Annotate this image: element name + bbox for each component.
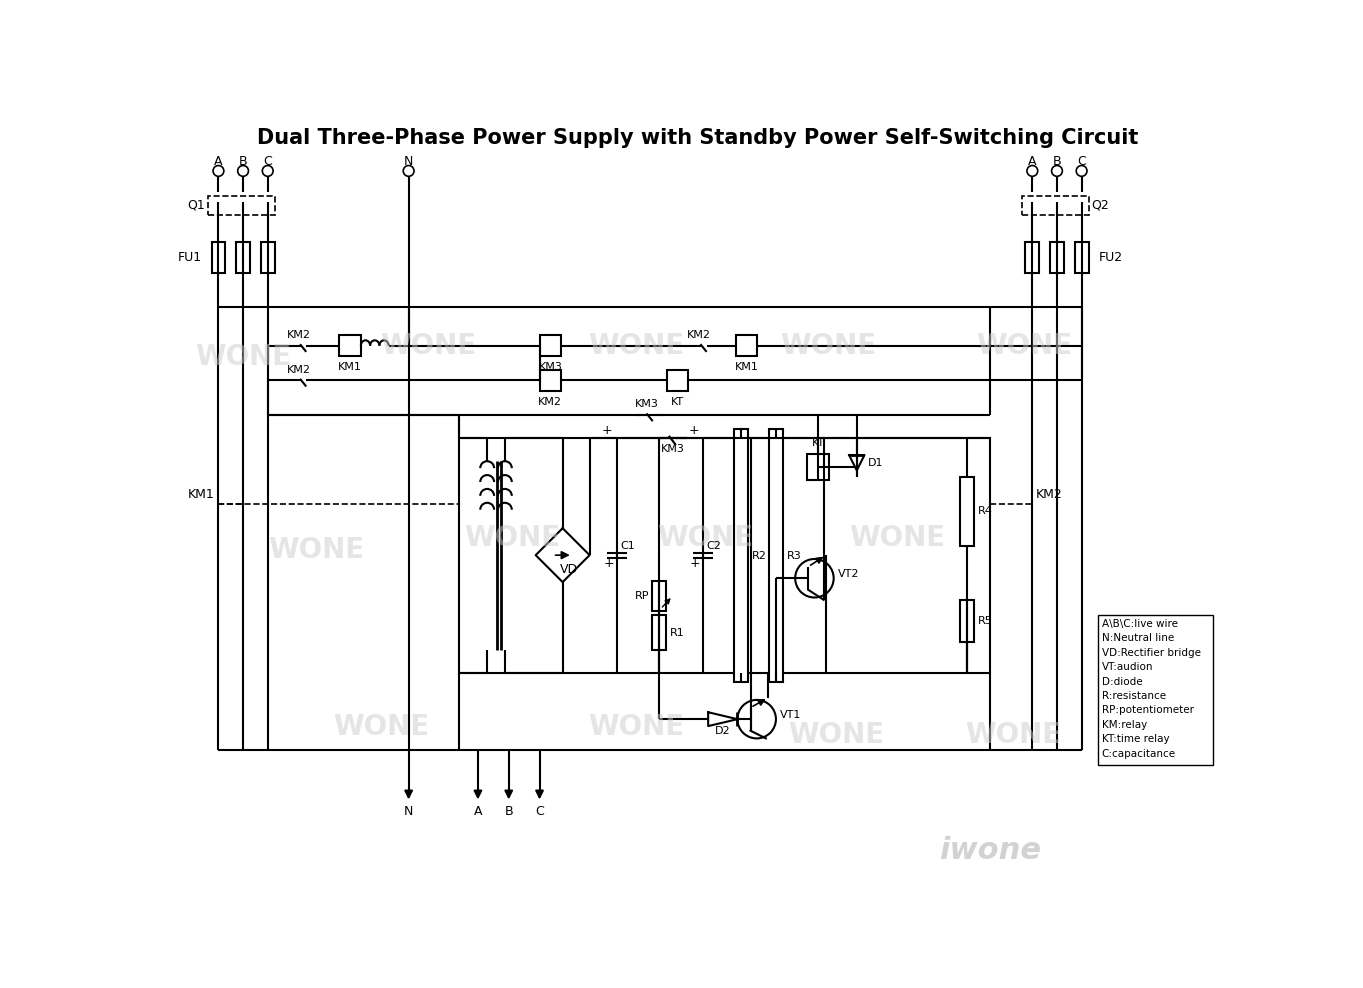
Bar bbox=[735, 429, 748, 682]
Text: D1: D1 bbox=[868, 457, 883, 467]
Circle shape bbox=[262, 166, 273, 176]
Text: B: B bbox=[504, 805, 512, 818]
Text: KM3: KM3 bbox=[538, 363, 563, 372]
Text: WONE: WONE bbox=[587, 332, 684, 360]
Bar bbox=[459, 438, 990, 673]
Text: KM1: KM1 bbox=[338, 363, 363, 372]
Text: WONE: WONE bbox=[334, 713, 429, 741]
Bar bbox=[1021, 196, 1089, 214]
Text: WONE: WONE bbox=[465, 525, 560, 552]
Bar bbox=[1097, 616, 1213, 766]
Text: C: C bbox=[263, 155, 273, 168]
Text: WONE: WONE bbox=[849, 525, 946, 552]
Bar bbox=[207, 196, 275, 214]
Text: B: B bbox=[1052, 155, 1062, 168]
Circle shape bbox=[403, 166, 414, 176]
Bar bbox=[1025, 242, 1039, 273]
Circle shape bbox=[795, 559, 834, 598]
Text: KM3: KM3 bbox=[661, 444, 684, 453]
Text: RP: RP bbox=[635, 591, 650, 601]
Text: Dual Three-Phase Power Supply with Standby Power Self-Switching Circuit: Dual Three-Phase Power Supply with Stand… bbox=[258, 127, 1139, 148]
Text: KM1: KM1 bbox=[735, 363, 759, 372]
Text: R5: R5 bbox=[977, 616, 992, 626]
Text: WONE: WONE bbox=[269, 535, 364, 564]
Bar bbox=[652, 616, 665, 650]
Text: WONE: WONE bbox=[657, 525, 754, 552]
Text: KT: KT bbox=[671, 397, 684, 407]
Bar bbox=[652, 581, 665, 612]
Text: WONE: WONE bbox=[965, 720, 1062, 749]
Bar bbox=[667, 370, 688, 391]
Text: FU1: FU1 bbox=[177, 251, 202, 264]
Text: KM2: KM2 bbox=[1036, 488, 1063, 501]
Bar bbox=[1074, 242, 1089, 273]
Text: WONE: WONE bbox=[587, 713, 684, 741]
Text: A: A bbox=[214, 155, 222, 168]
Text: KM2: KM2 bbox=[286, 365, 311, 374]
Text: +: + bbox=[688, 424, 699, 437]
Bar bbox=[769, 429, 782, 682]
Bar bbox=[211, 242, 225, 273]
Text: VD: VD bbox=[560, 562, 578, 575]
Text: iwone: iwone bbox=[939, 836, 1041, 864]
Polygon shape bbox=[709, 712, 737, 726]
Circle shape bbox=[737, 700, 776, 738]
Text: N: N bbox=[403, 155, 413, 168]
Text: KM3: KM3 bbox=[635, 399, 658, 409]
Text: R2: R2 bbox=[752, 550, 767, 560]
Polygon shape bbox=[849, 455, 864, 470]
Text: C: C bbox=[536, 805, 544, 818]
Text: N: N bbox=[403, 805, 413, 818]
Text: +: + bbox=[604, 556, 615, 570]
Bar bbox=[736, 335, 758, 357]
Text: C1: C1 bbox=[620, 540, 635, 550]
Circle shape bbox=[237, 166, 248, 176]
Text: C: C bbox=[1077, 155, 1086, 168]
Text: B: B bbox=[239, 155, 248, 168]
Text: D2: D2 bbox=[716, 726, 731, 736]
Bar bbox=[807, 453, 829, 480]
Text: R3: R3 bbox=[786, 550, 801, 560]
Text: KM2: KM2 bbox=[538, 397, 563, 407]
Text: A\B\C:live wire
N:Neutral line
VD:Rectifier bridge
VT:audion
D:diode
R:resistanc: A\B\C:live wire N:Neutral line VD:Rectif… bbox=[1101, 619, 1201, 759]
Bar bbox=[540, 335, 562, 357]
Bar bbox=[1050, 242, 1065, 273]
Text: WONE: WONE bbox=[976, 332, 1073, 360]
Circle shape bbox=[1052, 166, 1062, 176]
Text: KT: KT bbox=[812, 438, 825, 448]
Text: WONE: WONE bbox=[380, 332, 476, 360]
Text: R1: R1 bbox=[669, 627, 684, 637]
Text: FU2: FU2 bbox=[1099, 251, 1123, 264]
Circle shape bbox=[1026, 166, 1037, 176]
Text: +: + bbox=[690, 556, 701, 570]
Text: WONE: WONE bbox=[195, 343, 292, 371]
Text: KM1: KM1 bbox=[188, 488, 214, 501]
Text: A: A bbox=[474, 805, 483, 818]
Text: WONE: WONE bbox=[788, 720, 885, 749]
Bar bbox=[236, 242, 249, 273]
Text: WONE: WONE bbox=[780, 332, 876, 360]
Text: KM2: KM2 bbox=[286, 330, 311, 340]
Circle shape bbox=[213, 166, 224, 176]
Circle shape bbox=[1077, 166, 1088, 176]
Text: A: A bbox=[1028, 155, 1037, 168]
Text: R4: R4 bbox=[977, 506, 992, 517]
Bar bbox=[960, 600, 973, 642]
Text: +: + bbox=[602, 424, 612, 437]
Text: VT1: VT1 bbox=[780, 710, 801, 720]
Bar bbox=[260, 242, 275, 273]
Text: Q2: Q2 bbox=[1092, 199, 1109, 211]
Text: C2: C2 bbox=[706, 540, 721, 550]
Text: KM2: KM2 bbox=[687, 330, 711, 340]
Bar bbox=[339, 335, 361, 357]
Text: VT2: VT2 bbox=[837, 569, 859, 579]
Bar bbox=[960, 476, 973, 546]
Text: Q1: Q1 bbox=[188, 199, 206, 211]
Bar bbox=[540, 370, 562, 391]
